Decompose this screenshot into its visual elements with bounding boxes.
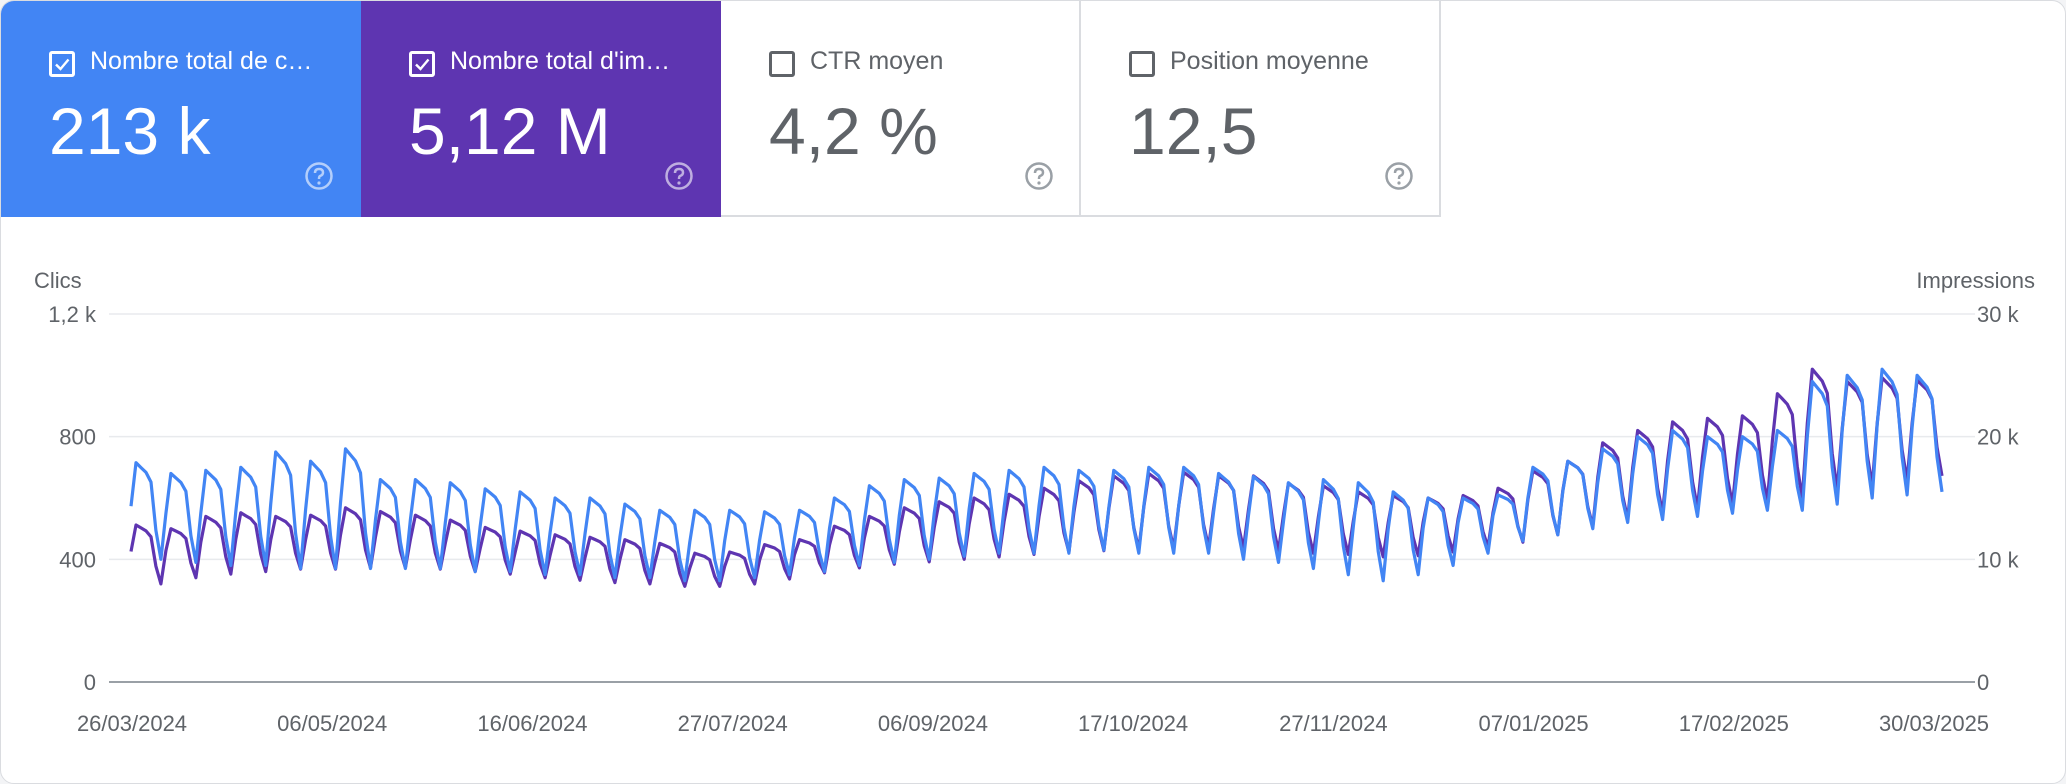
x-tick-label: 17/10/2024 [1078, 711, 1188, 736]
metric-card-impressions[interactable]: Nombre total d'im… 5,12 M [361, 1, 721, 217]
y-left-ticks: 0 400 800 1,2 k [48, 302, 97, 695]
x-tick-label: 06/09/2024 [878, 711, 988, 736]
y-left-tick-label: 800 [59, 425, 96, 450]
x-tick-label: 30/03/2025 [1879, 711, 1989, 736]
metric-value: 5,12 M [409, 94, 611, 168]
metric-value: 4,2 % [769, 94, 938, 168]
metric-card-clics[interactable]: Nombre total de c… 213 k [1, 1, 361, 217]
series-line-clics [129, 367, 1944, 583]
y-left-tick-label: 0 [84, 670, 96, 695]
metric-value: 213 k [49, 94, 211, 168]
x-tick-label: 17/02/2025 [1679, 711, 1789, 736]
metric-cards: Nombre total de c… 213 k Nombre total d'… [1, 1, 1441, 217]
y-right-axis-label: Impressions [1916, 268, 2035, 293]
y-right-tick-label: 0 [1977, 670, 1989, 695]
question-circle-icon[interactable] [1384, 161, 1414, 191]
x-axis-ticks: 26/03/2024 06/05/2024 16/06/2024 27/07/2024… [77, 711, 1989, 736]
y-left-axis-label: Clics [34, 268, 82, 293]
metric-card-ctr[interactable]: CTR moyen 4,2 % [721, 1, 1081, 217]
x-tick-label: 27/07/2024 [678, 711, 788, 736]
chart-gridlines [109, 313, 1975, 683]
checkbox-unchecked-icon[interactable] [769, 51, 795, 77]
x-tick-label: 26/03/2024 [77, 711, 187, 736]
question-circle-icon[interactable] [664, 161, 694, 191]
y-left-tick-label: 1,2 k [48, 302, 97, 327]
metric-value: 12,5 [1129, 94, 1258, 168]
y-right-tick-label: 10 k [1977, 547, 2020, 572]
y-right-ticks: 0 10 k 20 k 30 k [1977, 302, 2020, 695]
x-tick-label: 27/11/2024 [1279, 711, 1387, 736]
x-tick-label: 16/06/2024 [477, 711, 587, 736]
chart-series [129, 367, 1944, 588]
y-left-tick-label: 400 [59, 547, 96, 572]
metric-card-position[interactable]: Position moyenne 12,5 [1081, 1, 1441, 217]
x-tick-label: 06/05/2024 [277, 711, 387, 736]
question-circle-icon[interactable] [304, 161, 334, 191]
y-right-tick-label: 30 k [1977, 302, 2020, 327]
x-tick-label: 07/01/2025 [1479, 711, 1589, 736]
checkbox-checked-icon[interactable] [409, 51, 435, 77]
question-circle-icon[interactable] [1024, 161, 1054, 191]
checkbox-checked-icon[interactable] [49, 51, 75, 77]
checkbox-unchecked-icon[interactable] [1129, 51, 1155, 77]
y-right-tick-label: 20 k [1977, 425, 2020, 450]
